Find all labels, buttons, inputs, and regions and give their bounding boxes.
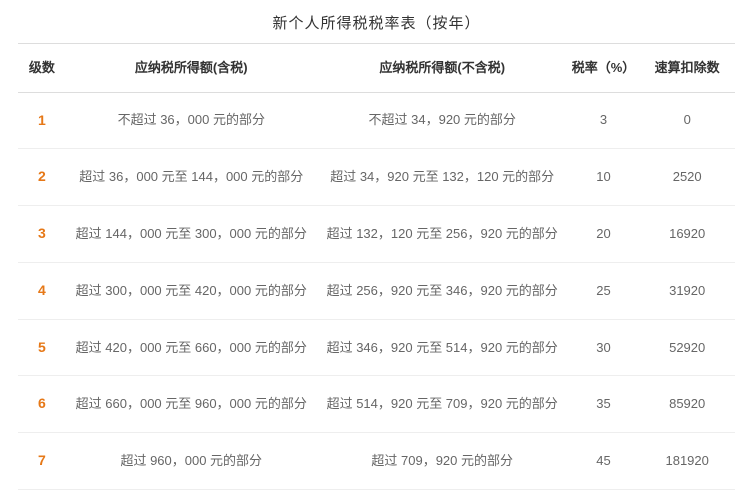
cell-taxable-excl: 超过 34，920 元至 132，120 元的部分 bbox=[317, 149, 568, 206]
cell-rate: 25 bbox=[568, 262, 640, 319]
cell-level: 7 bbox=[18, 433, 66, 490]
page-title: 新个人所得税税率表（按年） bbox=[18, 12, 735, 33]
header-row: 级数 应纳税所得额(含税) 应纳税所得额(不含税) 税率（%） 速算扣除数 bbox=[18, 44, 735, 93]
cell-level: 3 bbox=[18, 206, 66, 263]
cell-deduct: 16920 bbox=[639, 206, 735, 263]
cell-deduct: 31920 bbox=[639, 262, 735, 319]
cell-rate: 3 bbox=[568, 92, 640, 149]
header-level: 级数 bbox=[18, 44, 66, 93]
table-row: 6 超过 660，000 元至 960，000 元的部分 超过 514，920 … bbox=[18, 376, 735, 433]
header-taxable-excl: 应纳税所得额(不含税) bbox=[317, 44, 568, 93]
cell-deduct: 181920 bbox=[639, 433, 735, 490]
table-row: 7 超过 960，000 元的部分 超过 709，920 元的部分 45 181… bbox=[18, 433, 735, 490]
cell-deduct: 52920 bbox=[639, 319, 735, 376]
table-row: 1 不超过 36，000 元的部分 不超过 34，920 元的部分 3 0 bbox=[18, 92, 735, 149]
header-deduct: 速算扣除数 bbox=[639, 44, 735, 93]
cell-taxable-incl: 超过 420，000 元至 660，000 元的部分 bbox=[66, 319, 317, 376]
cell-rate: 30 bbox=[568, 319, 640, 376]
cell-taxable-excl: 超过 709，920 元的部分 bbox=[317, 433, 568, 490]
cell-level: 6 bbox=[18, 376, 66, 433]
cell-level: 4 bbox=[18, 262, 66, 319]
cell-taxable-incl: 超过 660，000 元至 960，000 元的部分 bbox=[66, 376, 317, 433]
cell-level: 1 bbox=[18, 92, 66, 149]
cell-taxable-incl: 超过 960，000 元的部分 bbox=[66, 433, 317, 490]
cell-rate: 45 bbox=[568, 433, 640, 490]
cell-taxable-excl: 超过 132，120 元至 256，920 元的部分 bbox=[317, 206, 568, 263]
cell-rate: 10 bbox=[568, 149, 640, 206]
header-rate: 税率（%） bbox=[568, 44, 640, 93]
cell-deduct: 2520 bbox=[639, 149, 735, 206]
cell-level: 2 bbox=[18, 149, 66, 206]
table-row: 3 超过 144，000 元至 300，000 元的部分 超过 132，120 … bbox=[18, 206, 735, 263]
cell-taxable-excl: 超过 256，920 元至 346，920 元的部分 bbox=[317, 262, 568, 319]
table-header: 级数 应纳税所得额(含税) 应纳税所得额(不含税) 税率（%） 速算扣除数 bbox=[18, 44, 735, 93]
tax-rate-table: 级数 应纳税所得额(含税) 应纳税所得额(不含税) 税率（%） 速算扣除数 1 … bbox=[18, 43, 735, 490]
table-row: 5 超过 420，000 元至 660，000 元的部分 超过 346，920 … bbox=[18, 319, 735, 376]
cell-taxable-incl: 超过 36，000 元至 144，000 元的部分 bbox=[66, 149, 317, 206]
header-taxable-incl: 应纳税所得额(含税) bbox=[66, 44, 317, 93]
table-body: 1 不超过 36，000 元的部分 不超过 34，920 元的部分 3 0 2 … bbox=[18, 92, 735, 490]
table-row: 2 超过 36，000 元至 144，000 元的部分 超过 34，920 元至… bbox=[18, 149, 735, 206]
cell-deduct: 85920 bbox=[639, 376, 735, 433]
cell-rate: 20 bbox=[568, 206, 640, 263]
cell-level: 5 bbox=[18, 319, 66, 376]
table-container: 新个人所得税税率表（按年） 级数 应纳税所得额(含税) 应纳税所得额(不含税) … bbox=[0, 0, 753, 490]
cell-taxable-excl: 超过 514，920 元至 709，920 元的部分 bbox=[317, 376, 568, 433]
cell-taxable-excl: 超过 346，920 元至 514，920 元的部分 bbox=[317, 319, 568, 376]
cell-taxable-excl: 不超过 34，920 元的部分 bbox=[317, 92, 568, 149]
cell-rate: 35 bbox=[568, 376, 640, 433]
table-row: 4 超过 300，000 元至 420，000 元的部分 超过 256，920 … bbox=[18, 262, 735, 319]
cell-deduct: 0 bbox=[639, 92, 735, 149]
cell-taxable-incl: 超过 144，000 元至 300，000 元的部分 bbox=[66, 206, 317, 263]
cell-taxable-incl: 超过 300，000 元至 420，000 元的部分 bbox=[66, 262, 317, 319]
cell-taxable-incl: 不超过 36，000 元的部分 bbox=[66, 92, 317, 149]
